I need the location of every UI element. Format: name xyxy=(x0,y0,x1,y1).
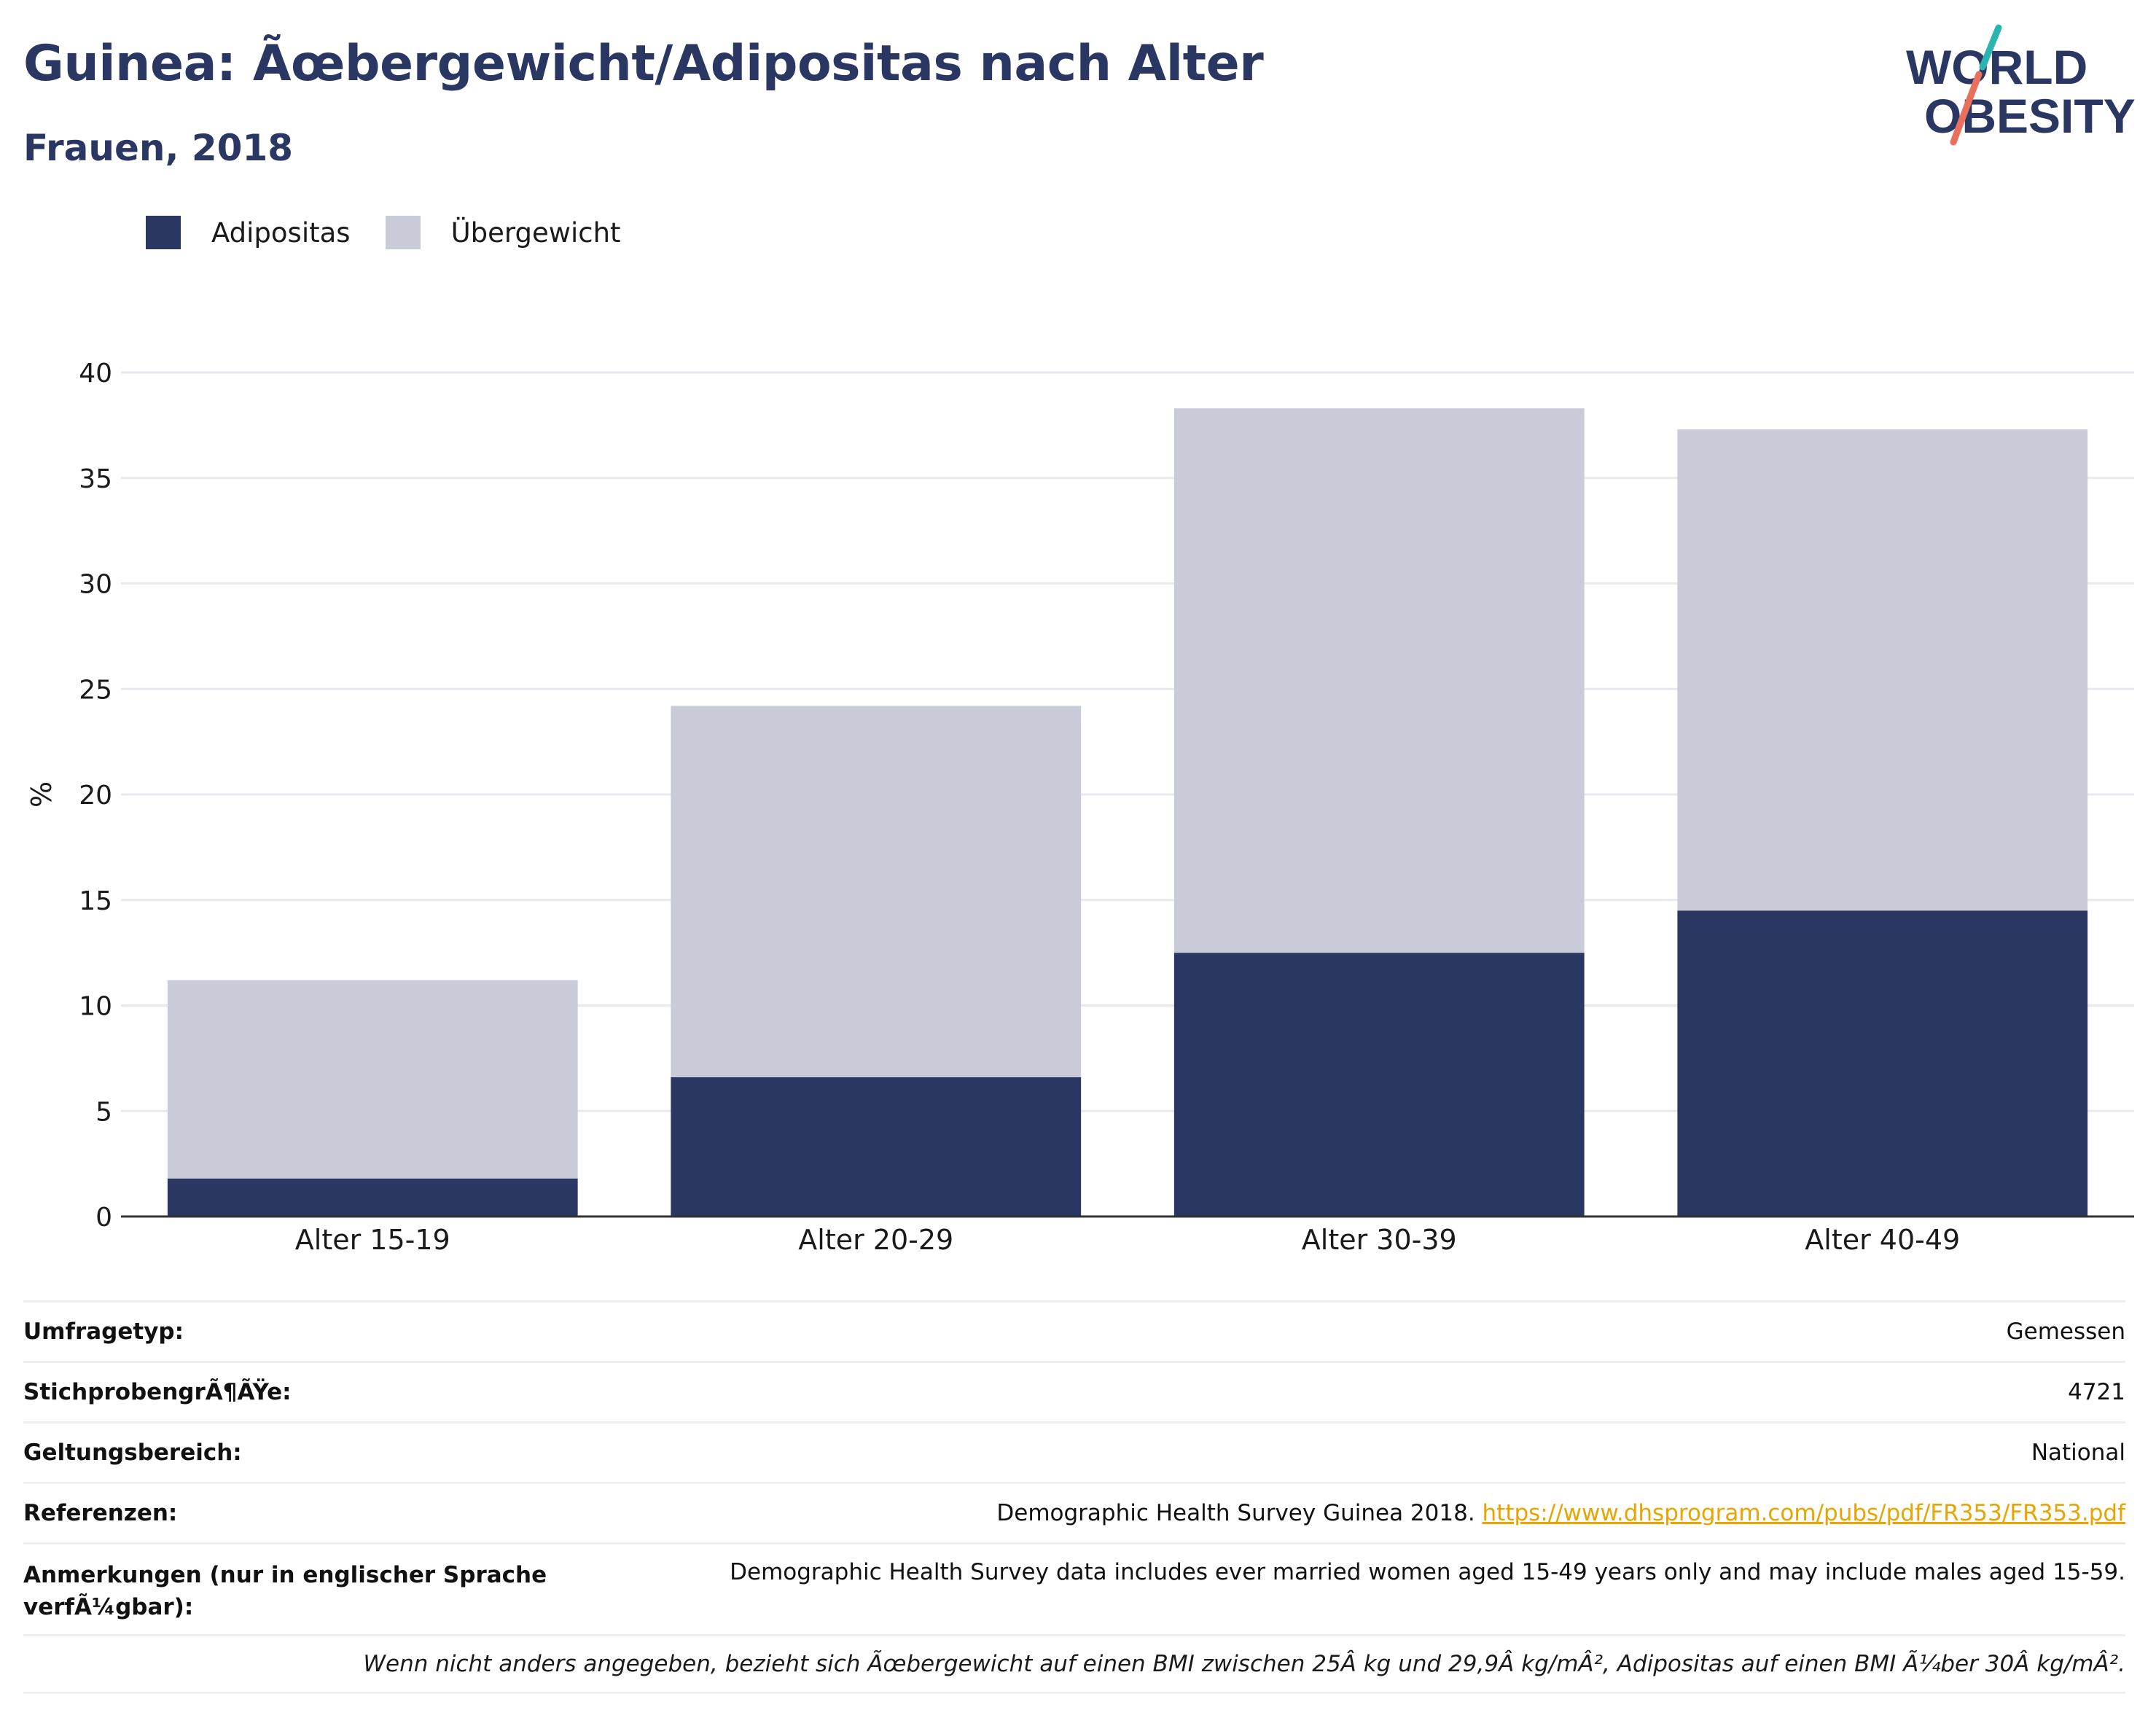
legend-item-adipositas[interactable]: Adipositas xyxy=(146,216,351,249)
y-tick-label: 35 xyxy=(79,464,112,494)
meta-row-coverage: Geltungsbereich: National xyxy=(23,1421,2125,1482)
legend-swatch-adipositas xyxy=(146,216,181,249)
meta-value-references: Demographic Health Survey Guinea 2018. h… xyxy=(996,1500,2125,1526)
bar-adipositas xyxy=(1173,953,1585,1216)
x-tick-label: Alter 20-29 xyxy=(798,1224,953,1256)
meta-value-coverage: National xyxy=(2031,1440,2125,1466)
x-tick-label: Alter 40-49 xyxy=(1805,1224,1960,1256)
meta-row-survey-type: Umfragetyp: Gemessen xyxy=(23,1300,2125,1361)
bar-uebergewicht xyxy=(671,706,1082,1077)
bar-uebergewicht xyxy=(1677,429,2088,911)
y-tick-label: 20 xyxy=(79,781,112,811)
logo-slash-top xyxy=(1979,24,2002,71)
meta-row-sample-size: StichprobengrÃ¶ÃŸe: 4721 xyxy=(23,1361,2125,1421)
bar-adipositas xyxy=(1677,910,2088,1216)
legend-swatch-uebergewicht xyxy=(385,216,421,249)
meta-key-references: Referenzen: xyxy=(23,1500,178,1526)
x-tick-label: Alter 15-19 xyxy=(295,1224,450,1256)
logo-slash-bottom xyxy=(1950,71,1983,146)
chart-title: Guinea: Ãœbergewicht/Adipositas nach Alt… xyxy=(23,35,1264,93)
y-tick-label: 40 xyxy=(79,359,112,388)
meta-key-coverage: Geltungsbereich: xyxy=(23,1440,242,1466)
stacked-bar-chart: 0 5 10 15 20 25 30 35 40% Alter 15-19 Alter 20-29 A… xyxy=(26,359,2134,1256)
meta-value-notes: Demographic Health Survey data includes … xyxy=(730,1559,2125,1585)
meta-row-references: Referenzen: Demographic Health Survey Gu… xyxy=(23,1482,2125,1542)
y-tick-label: 10 xyxy=(79,992,112,1022)
legend-label-uebergewicht: Übergewicht xyxy=(450,216,621,249)
x-tick-label: Alter 30-39 xyxy=(1302,1224,1457,1256)
meta-value-survey-type: Gemessen xyxy=(2006,1319,2125,1345)
meta-row-notes: Anmerkungen (nur in englischer Sprache v… xyxy=(23,1542,2125,1634)
meta-key-survey-type: Umfragetyp: xyxy=(23,1319,184,1345)
chart-subtitle: Frauen, 2018 xyxy=(23,127,294,169)
y-axis-label: % xyxy=(26,781,58,808)
bar-adipositas xyxy=(167,1178,578,1216)
reference-text: Demographic Health Survey Guinea 2018. xyxy=(996,1500,1483,1526)
metadata-table: Umfragetyp: Gemessen StichprobengrÃ¶ÃŸe:… xyxy=(23,1300,2125,1694)
reference-link[interactable]: https://www.dhsprogram.com/pubs/pdf/FR35… xyxy=(1482,1500,2125,1526)
y-tick-label: 0 xyxy=(95,1203,112,1233)
y-tick-label: 30 xyxy=(79,570,112,600)
bar-uebergewicht xyxy=(1173,408,1585,953)
meta-key-notes: Anmerkungen (nur in englischer Sprache v… xyxy=(23,1562,547,1620)
legend-label-adipositas: Adipositas xyxy=(211,216,351,249)
logo-line-1: WORLD xyxy=(1906,40,2087,94)
meta-key-sample-size: StichprobengrÃ¶ÃŸe: xyxy=(23,1379,292,1405)
y-tick-label: 25 xyxy=(79,675,112,705)
legend-item-uebergewicht[interactable]: Übergewicht xyxy=(385,216,621,249)
y-tick-label: 15 xyxy=(79,886,112,916)
world-obesity-logo: WORLD OBESITY xyxy=(1906,24,2136,146)
chart-legend: Adipositas Übergewicht xyxy=(146,216,656,249)
meta-value-sample-size: 4721 xyxy=(2068,1379,2125,1405)
bar-uebergewicht xyxy=(167,980,578,1179)
y-tick-label: 5 xyxy=(95,1097,112,1127)
bar-adipositas xyxy=(671,1077,1082,1216)
bmi-footnote: Wenn nicht anders angegeben, bezieht sic… xyxy=(23,1634,2125,1694)
